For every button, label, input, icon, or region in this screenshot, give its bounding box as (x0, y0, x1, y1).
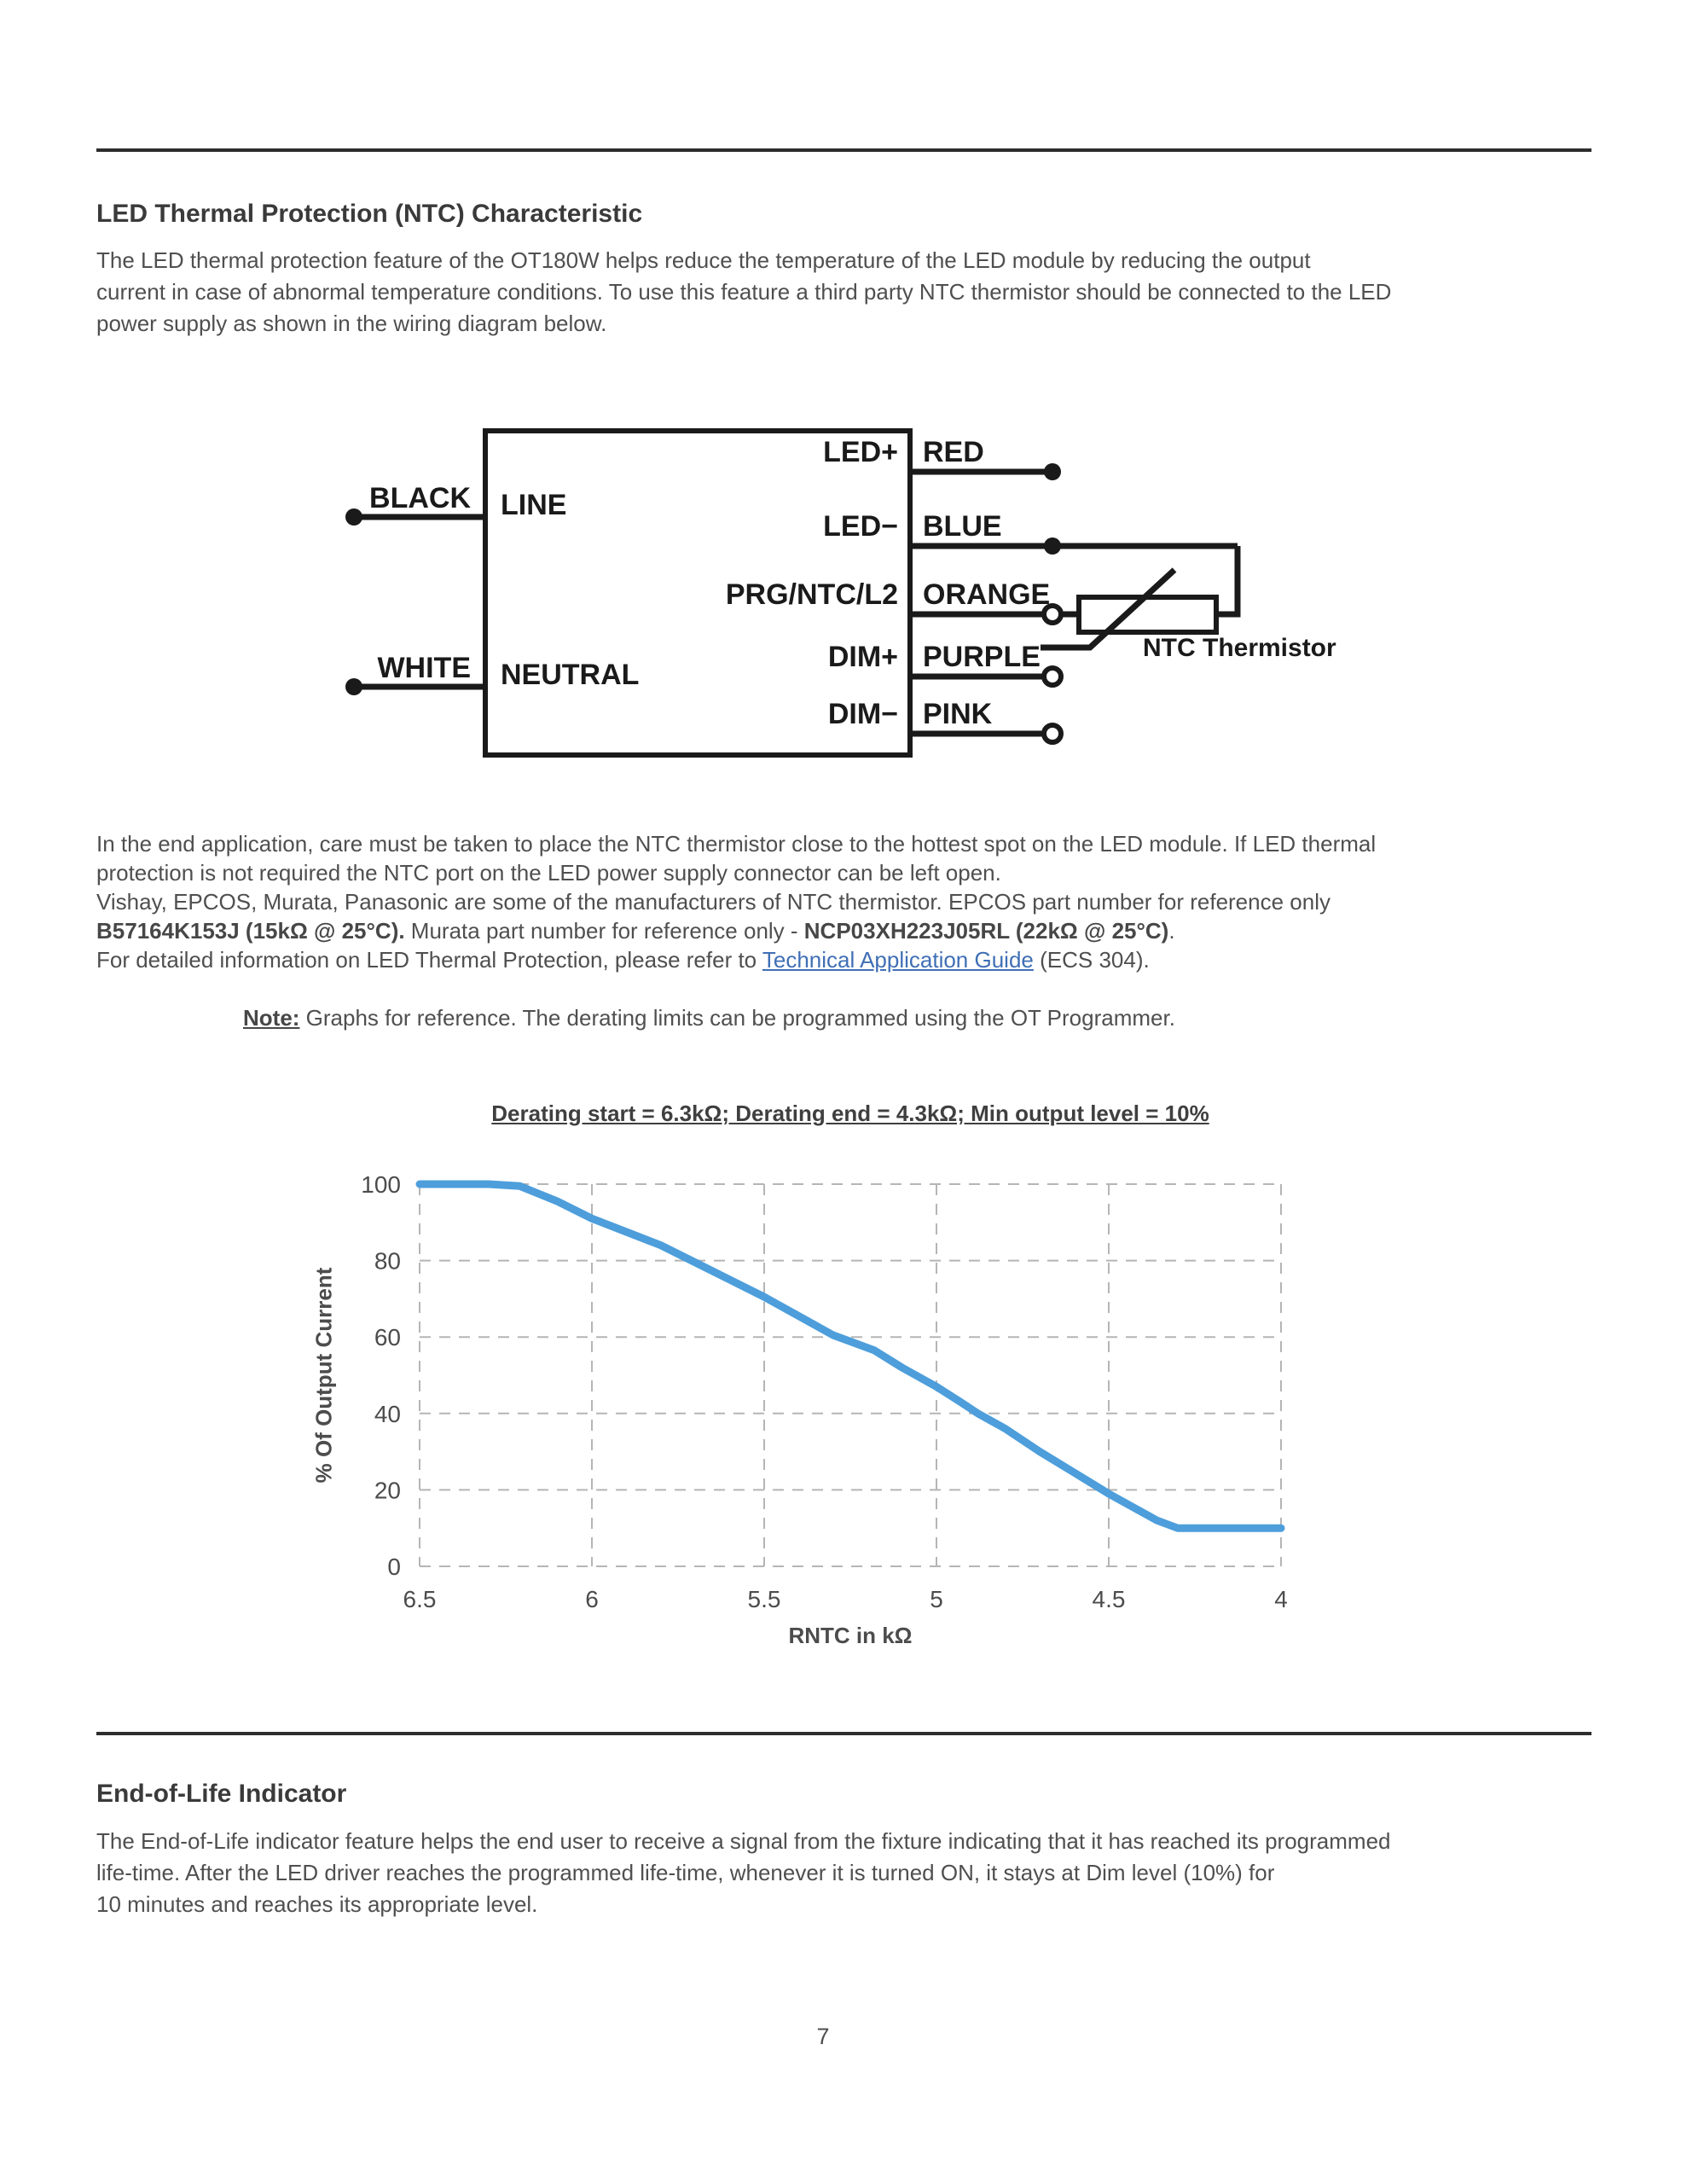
paragraph-line: The LED thermal protection feature of th… (96, 247, 1311, 273)
y-tick-label: 60 (374, 1324, 401, 1350)
wire-label-blue: BLUE (923, 510, 1002, 543)
wire-label-red: RED (923, 436, 984, 468)
note-line: Note: Graphs for reference. The derating… (243, 1005, 1175, 1031)
chart-x-axis-title: RNTC in kΩ (788, 1623, 913, 1648)
wire-label-purple: PURPLE (923, 641, 1041, 673)
murata-part-number: NCP03XH223J05RL (22kΩ @ 25°C) (803, 918, 1169, 944)
paragraph-text: For detailed information on LED Thermal … (96, 947, 762, 973)
red-wire-end-dot (1044, 463, 1061, 480)
y-tick-label: 20 (374, 1477, 401, 1503)
neutral-label: NEUTRAL (501, 659, 639, 691)
section-title-thermal-protection: LED Thermal Protection (NTC) Characteris… (96, 200, 643, 228)
paragraph-line: current in case of abnormal temperature … (96, 279, 1392, 305)
x-tick-label: 6 (585, 1586, 599, 1612)
note-text: Graphs for reference. The derating limit… (299, 1005, 1175, 1031)
x-tick-label: 4.5 (1093, 1586, 1126, 1612)
thermistor-body (1076, 595, 1219, 635)
paragraph-line: In the end application, care must be tak… (96, 831, 1377, 857)
bottom-divider (96, 1732, 1591, 1735)
x-tick-label: 5 (930, 1586, 943, 1612)
paragraph-line: protection is not required the NTC port … (96, 860, 1001, 886)
black-label: BLACK (369, 482, 471, 514)
x-tick-label: 4 (1274, 1586, 1288, 1612)
paragraph-text: Murata part number for reference only - (404, 918, 804, 944)
purple-wire-open-terminal (1041, 665, 1064, 688)
wire-label-orange: ORANGE (923, 578, 1050, 611)
derating-chart: 0 20 40 60 80 100 6.5 6 5.5 5 4.5 4 (361, 1171, 1288, 1612)
y-tick-label: 40 (374, 1401, 401, 1427)
chart-title: Derating start = 6.3kΩ; Derating end = 4… (491, 1101, 1209, 1126)
end-of-life-paragraph: The End-of-Life indicator feature helps … (96, 1826, 1390, 1920)
y-tick-label: 0 (387, 1554, 401, 1580)
pink-wire-open-terminal (1041, 723, 1064, 745)
page-number: 7 (816, 2024, 830, 2049)
wiring-diagram: BLACK LINE WHITE NEUTRAL LED+ LED− PRG/N… (345, 428, 1336, 758)
thermistor-label: NTC Thermistor (1143, 634, 1336, 662)
terminal-prg-ntc-l2: PRG/NTC/L2 (726, 578, 898, 611)
y-tick-label: 100 (361, 1171, 401, 1198)
thermistor-diagonal (1041, 567, 1177, 651)
derating-curve (415, 1180, 1285, 1532)
white-wire-end-dot (345, 678, 362, 695)
terminal-led-plus: LED+ (823, 436, 898, 468)
white-label: WHITE (377, 652, 471, 684)
paragraph-line: The End-of-Life indicator feature helps … (96, 1828, 1391, 1854)
x-tick-label: 6.5 (403, 1586, 437, 1612)
blue-wire-junction-dot (1044, 537, 1061, 555)
technical-application-guide-link[interactable]: Technical Application Guide (762, 947, 1034, 973)
paragraph-line: power supply as shown in the wiring diag… (96, 311, 607, 336)
paragraph-line: life-time. After the LED driver reaches … (96, 1860, 1275, 1885)
terminal-led-minus: LED− (823, 510, 898, 543)
wire-label-pink: PINK (923, 698, 993, 730)
paragraph-text: . (1168, 918, 1175, 944)
y-tick-label: 80 (374, 1248, 401, 1275)
ntc-details-paragraph: In the end application, care must be tak… (96, 829, 1376, 974)
chart-y-axis-title: % Of Output Current (310, 1267, 337, 1484)
paragraph-text: (ECS 304). (1033, 947, 1150, 973)
intro-paragraph: The LED thermal protection feature of th… (96, 245, 1391, 340)
paragraph-line: Vishay, EPCOS, Murata, Panasonic are som… (96, 889, 1330, 915)
note-label: Note: (243, 1005, 300, 1031)
black-wire-end-dot (345, 508, 362, 526)
top-divider (96, 148, 1591, 152)
terminal-dim-minus: DIM− (828, 698, 898, 730)
x-tick-label: 5.5 (748, 1586, 781, 1612)
section-title-end-of-life: End-of-Life Indicator (96, 1780, 347, 1808)
power-supply-box (483, 428, 913, 758)
terminal-dim-plus: DIM+ (828, 641, 898, 673)
paragraph-line: B57164K153J (15kΩ @ 25°C). Murata part n… (96, 916, 1376, 945)
blue-to-thermistor-wire (1216, 546, 1241, 618)
epcos-part-number: B57164K153J (15kΩ @ 25°C). (96, 918, 405, 944)
line-label: LINE (501, 489, 566, 521)
paragraph-line: 10 minutes and reaches its appropriate l… (96, 1891, 538, 1917)
paragraph-line: For detailed information on LED Thermal … (96, 945, 1376, 974)
